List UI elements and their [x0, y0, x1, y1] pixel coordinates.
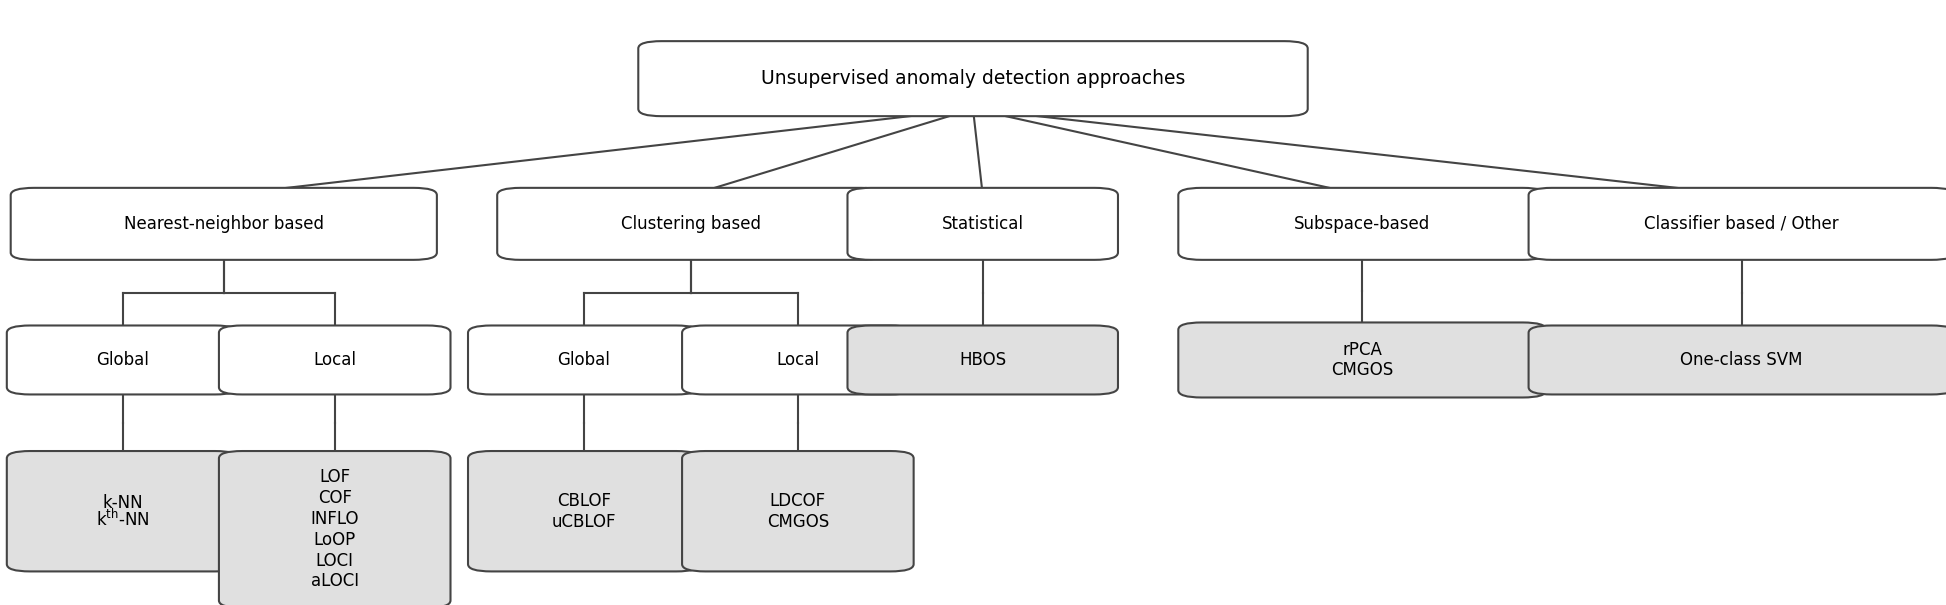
FancyBboxPatch shape [848, 325, 1117, 394]
Text: Global: Global [557, 351, 611, 369]
FancyBboxPatch shape [6, 325, 237, 394]
Text: Clustering based: Clustering based [621, 215, 761, 233]
Text: Local: Local [313, 351, 356, 369]
FancyBboxPatch shape [681, 325, 915, 394]
Text: LDCOF
CMGOS: LDCOF CMGOS [767, 492, 829, 531]
Text: LOF
COF
INFLO
LoOP
LOCI
aLOCI: LOF COF INFLO LoOP LOCI aLOCI [311, 468, 358, 590]
FancyBboxPatch shape [681, 451, 915, 571]
Text: HBOS: HBOS [959, 351, 1006, 369]
Text: k-NN: k-NN [103, 494, 142, 512]
FancyBboxPatch shape [1530, 325, 1946, 394]
Text: Unsupervised anomaly detection approaches: Unsupervised anomaly detection approache… [761, 69, 1185, 88]
FancyBboxPatch shape [467, 451, 701, 571]
FancyBboxPatch shape [218, 325, 450, 394]
Text: CBLOF
uCBLOF: CBLOF uCBLOF [551, 492, 617, 531]
Text: rPCA
CMGOS: rPCA CMGOS [1331, 341, 1393, 379]
FancyBboxPatch shape [218, 451, 450, 605]
FancyBboxPatch shape [848, 188, 1117, 260]
Text: One-class SVM: One-class SVM [1681, 351, 1802, 369]
Text: Classifier based / Other: Classifier based / Other [1644, 215, 1839, 233]
Text: Global: Global [95, 351, 150, 369]
Text: k$^{\mathregular{th}}$-NN: k$^{\mathregular{th}}$-NN [95, 509, 150, 531]
FancyBboxPatch shape [6, 451, 237, 571]
FancyBboxPatch shape [467, 325, 701, 394]
Text: Subspace-based: Subspace-based [1294, 215, 1430, 233]
Text: Statistical: Statistical [942, 215, 1024, 233]
Text: Local: Local [776, 351, 819, 369]
FancyBboxPatch shape [496, 188, 883, 260]
FancyBboxPatch shape [1530, 188, 1946, 260]
FancyBboxPatch shape [12, 188, 436, 260]
Text: Nearest-neighbor based: Nearest-neighbor based [125, 215, 323, 233]
FancyBboxPatch shape [1177, 322, 1545, 397]
FancyBboxPatch shape [638, 41, 1308, 116]
FancyBboxPatch shape [1177, 188, 1545, 260]
